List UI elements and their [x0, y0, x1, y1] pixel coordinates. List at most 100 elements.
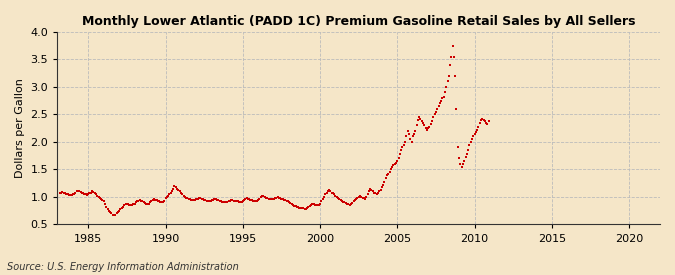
- Point: [105, 210, 115, 214]
- Point: [74, 189, 84, 194]
- Point: [458, 162, 468, 166]
- Point: [407, 134, 418, 139]
- Point: [113, 210, 124, 214]
- Point: [462, 148, 473, 152]
- Point: [477, 117, 488, 121]
- Point: [479, 119, 490, 123]
- Point: [370, 191, 381, 195]
- Point: [280, 198, 291, 202]
- Point: [348, 199, 359, 204]
- Point: [150, 197, 161, 202]
- Point: [156, 200, 167, 205]
- Point: [231, 199, 242, 203]
- Point: [364, 189, 375, 194]
- Point: [470, 130, 481, 134]
- Point: [323, 189, 333, 194]
- Point: [411, 123, 422, 128]
- Point: [313, 202, 324, 207]
- Point: [119, 203, 130, 207]
- Point: [115, 207, 126, 211]
- Point: [416, 119, 427, 123]
- Point: [402, 129, 413, 133]
- Point: [141, 201, 152, 206]
- Point: [378, 183, 389, 187]
- Point: [451, 107, 462, 111]
- Point: [439, 90, 450, 95]
- Point: [114, 208, 125, 213]
- Point: [412, 118, 423, 122]
- Point: [406, 140, 417, 144]
- Point: [261, 195, 271, 200]
- Point: [240, 196, 251, 201]
- Point: [82, 192, 92, 197]
- Point: [414, 115, 425, 119]
- Point: [254, 196, 265, 201]
- Point: [238, 197, 249, 202]
- Point: [196, 196, 207, 201]
- Point: [126, 203, 136, 207]
- Point: [431, 109, 441, 114]
- Point: [419, 123, 430, 128]
- Point: [187, 198, 198, 202]
- Point: [316, 199, 327, 204]
- Point: [320, 192, 331, 196]
- Point: [211, 197, 221, 201]
- Point: [432, 107, 443, 111]
- Point: [192, 196, 203, 201]
- Point: [330, 194, 341, 198]
- Point: [303, 205, 314, 209]
- Point: [164, 192, 175, 196]
- Point: [80, 192, 91, 196]
- Point: [218, 200, 229, 205]
- Point: [481, 120, 491, 125]
- Point: [68, 192, 78, 196]
- Point: [445, 63, 456, 67]
- Point: [483, 119, 494, 123]
- Point: [103, 209, 114, 213]
- Point: [99, 201, 110, 206]
- Point: [219, 200, 230, 205]
- Point: [59, 191, 70, 195]
- Point: [369, 190, 379, 195]
- Point: [198, 197, 209, 202]
- Point: [76, 190, 87, 195]
- Point: [222, 200, 233, 204]
- Point: [469, 131, 480, 136]
- Point: [384, 170, 395, 174]
- Point: [379, 179, 390, 184]
- Point: [61, 191, 72, 196]
- Title: Monthly Lower Atlantic (PADD 1C) Premium Gasoline Retail Sales by All Sellers: Monthly Lower Atlantic (PADD 1C) Premium…: [82, 15, 635, 28]
- Point: [333, 196, 344, 200]
- Y-axis label: Dollars per Gallon: Dollars per Gallon: [15, 78, 25, 178]
- Point: [317, 196, 328, 201]
- Point: [380, 175, 391, 180]
- Point: [267, 197, 278, 201]
- Point: [250, 199, 261, 204]
- Point: [132, 199, 142, 204]
- Point: [184, 196, 194, 201]
- Point: [163, 194, 173, 198]
- Point: [234, 200, 244, 204]
- Point: [393, 156, 404, 161]
- Point: [56, 190, 67, 195]
- Point: [462, 152, 472, 156]
- Point: [315, 201, 325, 206]
- Point: [343, 202, 354, 206]
- Point: [244, 197, 254, 201]
- Point: [410, 129, 421, 133]
- Point: [57, 190, 68, 194]
- Point: [373, 190, 383, 195]
- Point: [146, 199, 157, 204]
- Point: [159, 199, 169, 203]
- Point: [155, 200, 166, 204]
- Point: [238, 199, 248, 203]
- Point: [127, 202, 138, 207]
- Point: [168, 186, 179, 191]
- Point: [130, 200, 141, 205]
- Point: [161, 195, 172, 199]
- Point: [438, 95, 449, 99]
- Point: [92, 194, 103, 198]
- Point: [258, 194, 269, 199]
- Point: [371, 191, 382, 196]
- Point: [285, 201, 296, 205]
